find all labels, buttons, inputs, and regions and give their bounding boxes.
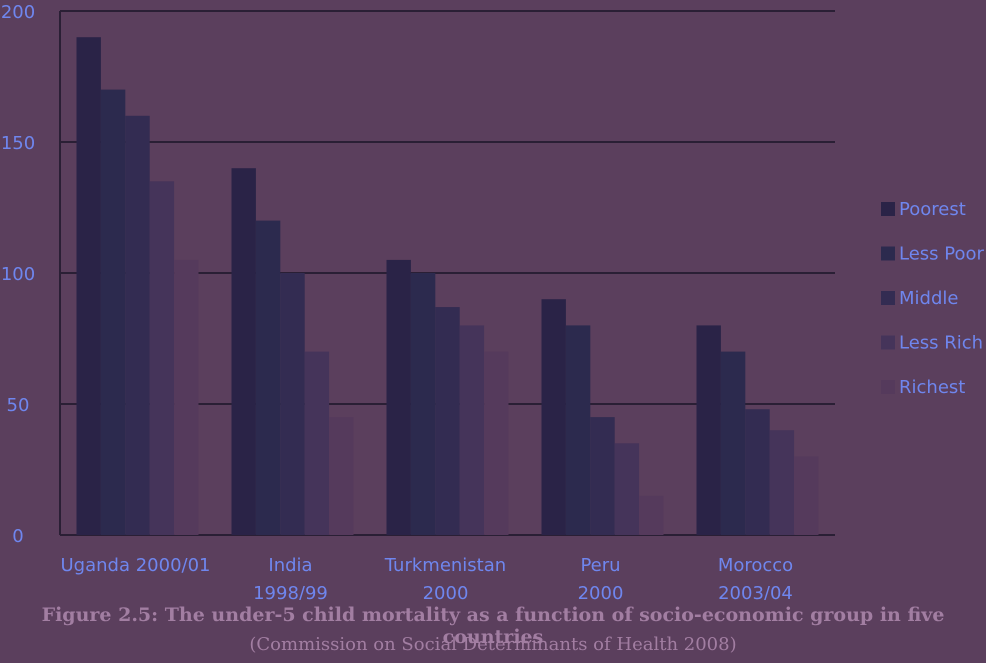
legend: Poorest Less Poor Middle Less Rich Richest	[881, 199, 985, 398]
legend-item: Less Rich	[881, 333, 983, 354]
bar	[149, 181, 175, 536]
bar	[565, 325, 591, 535]
bar	[639, 495, 664, 535]
legend-label: Less Poor	[899, 244, 985, 265]
legend-label: Poorest	[899, 199, 966, 220]
bar	[231, 168, 256, 535]
bar	[386, 259, 411, 535]
legend-swatch	[881, 380, 895, 394]
legend-label: Richest	[899, 377, 965, 398]
bar	[459, 325, 485, 535]
bar	[614, 443, 640, 535]
legend-swatch	[881, 335, 895, 350]
legend-swatch	[881, 291, 895, 305]
bar	[255, 220, 281, 535]
bar	[280, 273, 305, 535]
bar	[794, 456, 819, 535]
figure-caption: Figure 2.5: The under-5 child mortality …	[41, 604, 945, 648]
legend-label: Middle	[899, 288, 958, 309]
x-tick-label: Uganda 2000/01	[61, 555, 211, 576]
y-axis-ticks: 0 50 100 150 200	[1, 2, 35, 547]
bar	[174, 259, 199, 535]
bar	[720, 351, 746, 535]
bar	[484, 351, 509, 535]
bar-chart: 0 50 100 150 200 Uganda 2000/01 India 1998/99 T…	[1, 2, 985, 600]
bar	[435, 307, 460, 535]
bar	[100, 89, 126, 535]
bar	[304, 351, 330, 535]
x-tick-label: India 1998/99	[253, 555, 328, 600]
x-axis-ticks: Uganda 2000/01 India 1998/99 Turkmenistan 20…	[61, 555, 794, 600]
x-tick-label: Peru 2000	[578, 555, 624, 600]
bar	[745, 409, 770, 535]
figure-source: (Commission on Social Determinants of He…	[249, 634, 737, 655]
y-tick-label: 100	[1, 264, 35, 285]
bar	[329, 417, 354, 535]
bar	[769, 430, 795, 535]
bar	[410, 273, 436, 535]
legend-swatch	[881, 202, 895, 216]
legend-label: Less Rich	[899, 333, 983, 354]
bar	[76, 37, 101, 535]
x-tick-label: Morocco 2003/04	[718, 555, 793, 600]
y-tick-label: 200	[1, 2, 35, 23]
bar	[696, 325, 721, 535]
legend-item: Middle	[881, 288, 958, 309]
y-tick-label: 50	[7, 395, 30, 416]
bar	[590, 417, 615, 535]
x-tick-label: Turkmenistan 2000	[384, 555, 506, 600]
legend-item: Less Poor	[881, 244, 985, 265]
bars	[76, 37, 819, 536]
legend-swatch	[881, 246, 895, 261]
y-tick-label: 0	[12, 526, 23, 547]
legend-item: Richest	[881, 377, 965, 398]
bar	[541, 299, 566, 535]
bar	[125, 115, 150, 536]
legend-item: Poorest	[881, 199, 966, 220]
y-tick-label: 150	[1, 133, 35, 154]
